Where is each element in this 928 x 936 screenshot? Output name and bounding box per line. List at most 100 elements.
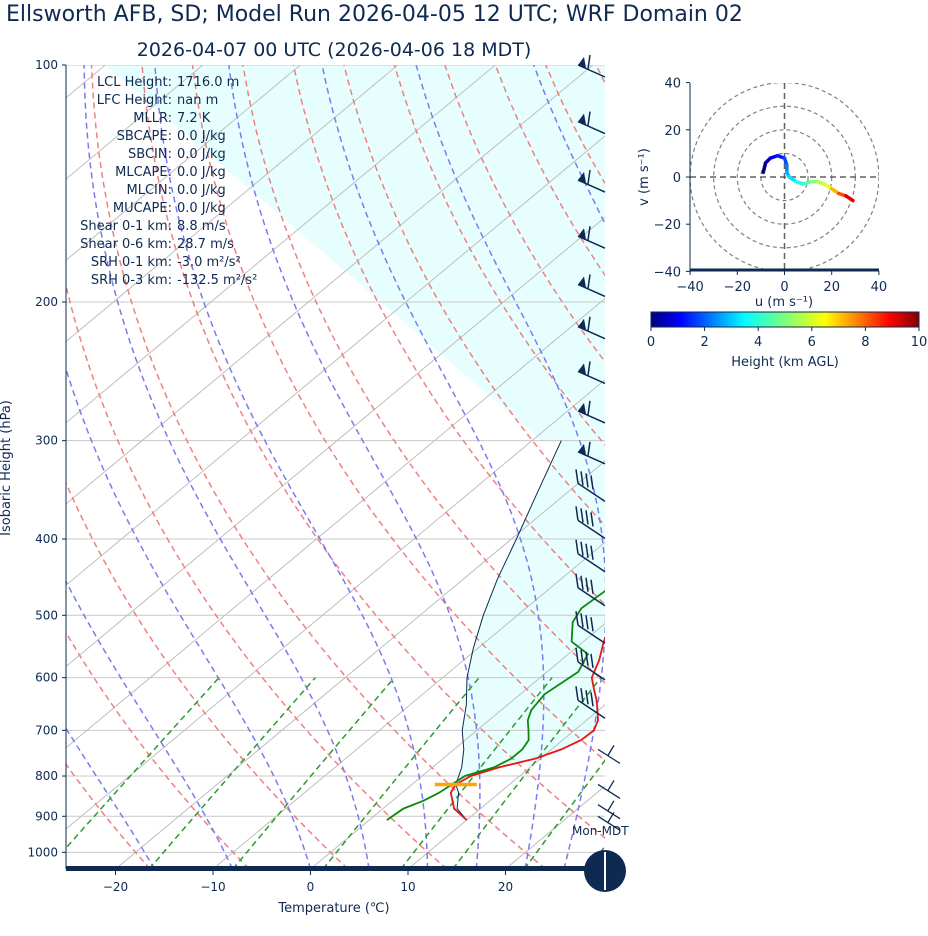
colorbar-tick-label: 0 xyxy=(647,335,655,350)
hodograph-y-label: v (m s⁻¹) xyxy=(637,148,652,206)
stat-value: 28.7 m/s xyxy=(177,237,234,252)
x-tick-label: 10 xyxy=(400,880,415,894)
y-tick-label: 1000 xyxy=(27,845,58,859)
hodo-y-tick-label: 40 xyxy=(664,77,681,92)
wind-barb-feather xyxy=(587,361,591,376)
wind-barb-feather xyxy=(580,613,584,628)
wind-barb-feather xyxy=(585,651,589,667)
wind-barb xyxy=(577,226,606,249)
wind-barb-shaft xyxy=(577,451,606,465)
dry-adiabat-line xyxy=(798,65,928,869)
stat-value: 7.2 K xyxy=(177,111,211,126)
stat-label: Shear 0-1 km: xyxy=(80,219,172,234)
stat-value: nan m xyxy=(177,93,218,108)
stat-label: LCL Height: xyxy=(97,75,172,90)
wind-barb-shaft xyxy=(577,624,606,644)
wind-barb-feather xyxy=(607,800,615,812)
wind-barb-shaft xyxy=(577,235,606,249)
wind-barb-feather xyxy=(590,617,594,632)
stat-label: MLCAPE: xyxy=(115,165,172,180)
y-axis-label: Isobaric Height (hPa) xyxy=(0,400,14,536)
y-tick-label: 400 xyxy=(35,532,58,546)
x-tick-label: −20 xyxy=(103,880,128,894)
wind-barb xyxy=(575,469,606,502)
wind-barb-feather xyxy=(580,508,584,523)
wind-barb-feather xyxy=(580,575,584,590)
moist-adiabat-line xyxy=(642,65,771,869)
isotherm-line xyxy=(66,65,301,261)
y-tick-label: 700 xyxy=(35,723,58,737)
mixing-ratio-line xyxy=(400,677,553,869)
wind-barb-feather xyxy=(590,545,594,560)
isotherm-line xyxy=(310,622,605,869)
stat-label: LFC Height: xyxy=(97,93,172,108)
wind-barb-feather xyxy=(585,510,589,525)
wind-barb xyxy=(575,647,606,681)
hodo-y-tick-label: −20 xyxy=(654,218,681,233)
hodo-x-tick-label: 0 xyxy=(780,280,788,295)
wind-barb-feather xyxy=(587,111,591,126)
wind-barb xyxy=(597,811,621,831)
wind-barb-feather xyxy=(585,473,589,488)
wind-barb-shaft xyxy=(577,553,606,573)
wind-barb xyxy=(577,316,606,340)
cin-shading xyxy=(105,65,605,821)
stat-value: 0.0 J/kg xyxy=(177,201,226,216)
colorbar: 0 2 4 6 8 10 xyxy=(647,311,928,350)
mixing-ratio-line xyxy=(636,678,772,869)
wind-barb xyxy=(597,745,621,764)
wind-barb-feather xyxy=(580,541,584,556)
stat-label: SRH 0-1 km: xyxy=(91,255,172,270)
wind-barb-feather xyxy=(575,611,579,626)
isotherm-line xyxy=(66,297,605,749)
colorbar-tick-label: 4 xyxy=(754,335,762,350)
wind-barb xyxy=(575,506,606,539)
wind-barb-feather xyxy=(585,615,589,630)
wind-barb-feather xyxy=(607,811,615,823)
colorbar-label: Height (km AGL) xyxy=(731,355,839,370)
wind-barb-feather xyxy=(587,316,591,331)
hodo-x-tick-label: −20 xyxy=(724,280,751,295)
wind-barb-feather xyxy=(607,780,615,791)
wind-barb xyxy=(577,169,606,193)
stat-value: 0.0 J/kg xyxy=(177,183,226,198)
wind-barb-feather xyxy=(585,690,589,705)
wind-barb-pennant xyxy=(578,57,586,68)
y-tick-label: 300 xyxy=(35,434,58,448)
wind-barb xyxy=(577,441,606,465)
wind-barb-feather xyxy=(590,653,594,669)
colorbar-tick-label: 8 xyxy=(861,335,869,350)
wind-barb-feather xyxy=(590,475,594,490)
x-tick-label: −10 xyxy=(200,880,225,894)
isotherm-line xyxy=(701,65,928,869)
wind-barb-feather xyxy=(575,469,579,484)
hodograph-x-label: u (m s⁻¹) xyxy=(755,295,813,310)
wind-barb-feather xyxy=(580,649,584,665)
dry-adiabat-line xyxy=(849,65,928,869)
isotherm-line xyxy=(66,135,605,586)
wind-barb-shaft xyxy=(577,587,606,607)
hodo-y-tick-label: −40 xyxy=(654,265,681,280)
wind-barb-pennant xyxy=(578,113,586,125)
hodograph-segment xyxy=(844,194,855,203)
colorbar-tick-label: 2 xyxy=(700,335,708,350)
wind-barb-shaft xyxy=(577,519,606,539)
dry-adiabat-line xyxy=(66,763,151,869)
wind-barb-shaft xyxy=(577,699,606,719)
y-tick-label: 200 xyxy=(35,295,58,309)
wind-barb-pennant xyxy=(578,276,586,288)
colorbar-tick-label: 10 xyxy=(911,335,928,350)
wind-barb-feather xyxy=(585,543,589,558)
hodo-y-tick-label: 20 xyxy=(664,124,681,139)
wind-barb xyxy=(575,573,606,607)
wind-barb-pennant xyxy=(578,318,586,330)
wind-barb-shaft xyxy=(577,283,606,298)
wind-barb-feather xyxy=(575,539,579,554)
isotherm-line xyxy=(66,65,204,180)
isotherm-line xyxy=(212,541,605,869)
isotherm-line xyxy=(66,65,496,424)
wind-barb-shaft xyxy=(577,326,606,340)
isotherm-line xyxy=(66,65,594,505)
wind-barb xyxy=(577,111,606,135)
wind-barb-feather xyxy=(575,506,579,521)
